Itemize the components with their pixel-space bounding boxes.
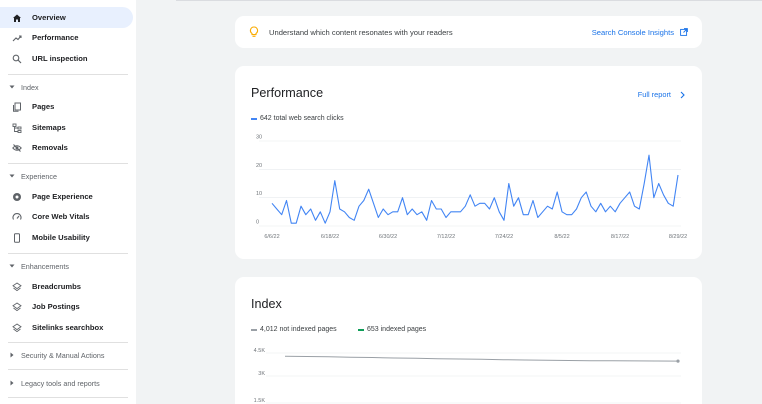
sidebar-item-label: Removals (32, 143, 68, 152)
index-card: Index 4,012 not indexed pages 653 indexe… (235, 277, 702, 404)
sidebar-item-sitemaps[interactable]: Sitemaps (0, 117, 133, 138)
sidebar-item-core-web-vitals[interactable]: Core Web Vitals (0, 206, 133, 227)
trending-up-icon (12, 33, 22, 43)
divider (8, 163, 128, 164)
full-report-link[interactable]: Full report (638, 90, 686, 99)
layers-icon (12, 301, 22, 312)
sidebar-item-page-experience[interactable]: Page Experience (0, 186, 133, 207)
section-experience[interactable]: Experience (0, 167, 133, 185)
x-tick-label: 8/17/22 (611, 234, 629, 240)
caret-down-icon (8, 83, 16, 91)
sidebar-item-label: Core Web Vitals (32, 212, 90, 221)
section-legacy[interactable]: Legacy tools and reports (0, 374, 133, 392)
page-experience-icon (12, 192, 22, 202)
caret-right-icon (8, 379, 16, 387)
smartphone-icon (12, 232, 22, 243)
section-enhancements[interactable]: Enhancements (0, 257, 133, 275)
section-index[interactable]: Index (0, 78, 133, 96)
sidebar-item-label: Mobile Usability (32, 233, 90, 242)
not-indexed-legend[interactable]: 4,012 not indexed pages (251, 326, 337, 333)
indexed-legend[interactable]: 653 indexed pages (358, 326, 426, 333)
divider (8, 253, 128, 254)
y-tick-label: 20 (256, 163, 262, 169)
performance-title: Performance (251, 86, 324, 100)
sidebar-item-mobile-usability[interactable]: Mobile Usability (0, 227, 133, 248)
x-tick-label: 8/29/22 (669, 234, 687, 240)
pages-icon (12, 102, 22, 112)
performance-chart[interactable]: 0 10 20 30 6/6/22 6/18/22 6/30/22 7/12/22 7/24/2… (235, 66, 702, 259)
sitemap-icon (12, 123, 22, 133)
visibility-off-icon (12, 143, 22, 153)
sidebar-item-url-inspection[interactable]: URL inspection (0, 48, 133, 69)
insights-message: Understand which content resonates with … (269, 27, 453, 37)
x-tick-label: 6/6/22 (264, 234, 279, 240)
layers-icon (12, 322, 22, 333)
sidebar-item-removals[interactable]: Removals (0, 137, 133, 158)
divider (8, 74, 128, 75)
y-tick-label: 0 (256, 220, 259, 226)
performance-card: Performance Full report 642 total web se… (235, 66, 702, 259)
not-indexed-series-line (284, 355, 679, 362)
speed-gauge-icon (12, 212, 22, 222)
chevron-right-icon (680, 91, 685, 98)
clicks-legend[interactable]: 642 total web search clicks (251, 115, 344, 122)
section-security[interactable]: Security & Manual Actions (0, 346, 133, 364)
search-console-insights-link[interactable]: Search Console Insights (592, 28, 688, 37)
legend-swatch (251, 117, 257, 120)
x-tick-label: 6/18/22 (321, 234, 339, 240)
y-tick-label: 10 (256, 191, 262, 197)
sidebar: Overview Performance URL inspection Inde… (0, 0, 136, 404)
divider (8, 397, 128, 398)
caret-down-icon (8, 262, 16, 270)
index-chart[interactable]: 1.5K 3K 4.5K (235, 277, 702, 404)
sidebar-item-label: Page Experience (32, 192, 93, 201)
not-indexed-last-point (676, 359, 680, 363)
clicks-series-line (271, 154, 679, 224)
x-tick-label: 6/30/22 (379, 234, 397, 240)
sidebar-item-pages[interactable]: Pages (0, 96, 133, 117)
insights-banner: Understand which content resonates with … (235, 16, 702, 48)
search-icon (12, 54, 22, 64)
sidebar-item-performance[interactable]: Performance (0, 27, 133, 48)
caret-right-icon (8, 351, 16, 359)
sidebar-item-label: Sitemaps (32, 123, 66, 132)
sidebar-item-label: Pages (32, 102, 55, 111)
sidebar-item-label: Breadcrumbs (32, 282, 81, 291)
lightbulb-icon (249, 26, 259, 37)
sidebar-item-breadcrumbs[interactable]: Breadcrumbs (0, 276, 133, 297)
layers-icon (12, 281, 22, 292)
sidebar-item-label: Overview (32, 13, 66, 22)
sidebar-item-job-postings[interactable]: Job Postings (0, 296, 133, 317)
divider (8, 342, 128, 343)
y-tick-label: 3K (258, 371, 265, 377)
y-tick-label: 1.5K (254, 398, 266, 404)
index-title: Index (251, 297, 282, 311)
caret-down-icon (8, 172, 16, 180)
sidebar-item-label: Performance (32, 33, 79, 42)
x-tick-label: 7/24/22 (495, 234, 513, 240)
open-in-new-icon (680, 28, 688, 36)
header-divider (176, 0, 762, 1)
sidebar-item-sitelinks-searchbox[interactable]: Sitelinks searchbox (0, 317, 133, 338)
legend-swatch (358, 328, 364, 331)
sidebar-item-label: Job Postings (32, 302, 80, 311)
sidebar-item-label: URL inspection (32, 54, 88, 63)
x-tick-label: 7/12/22 (437, 234, 455, 240)
y-tick-label: 30 (256, 135, 262, 141)
home-icon (12, 13, 22, 23)
y-tick-label: 4.5K (254, 348, 266, 354)
sidebar-item-overview[interactable]: Overview (0, 7, 133, 28)
sidebar-item-label: Sitelinks searchbox (32, 323, 104, 332)
divider (8, 369, 128, 370)
legend-swatch (251, 328, 257, 331)
x-tick-label: 8/5/22 (554, 234, 569, 240)
